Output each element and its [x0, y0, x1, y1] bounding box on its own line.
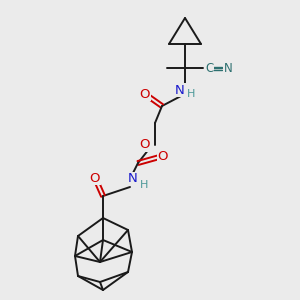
Text: O: O [140, 88, 150, 100]
Text: N: N [175, 83, 185, 97]
Text: N: N [224, 61, 233, 74]
Text: C: C [205, 61, 213, 74]
Text: H: H [140, 180, 148, 190]
Text: O: O [90, 172, 100, 184]
Text: N: N [128, 172, 138, 185]
Text: H: H [187, 89, 195, 99]
Text: O: O [158, 149, 168, 163]
Text: O: O [140, 139, 150, 152]
